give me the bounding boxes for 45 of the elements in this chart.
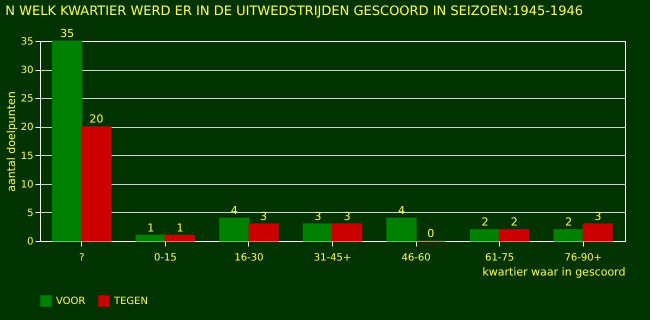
bar [582, 223, 613, 242]
legend-label: VOOR [56, 296, 86, 307]
data-label: 2 [482, 216, 489, 229]
y-tick-label: 20 [20, 122, 34, 134]
data-label: 0 [427, 227, 434, 240]
y-tick-label: 5 [27, 208, 34, 219]
x-tick-label: 16-30 [234, 252, 264, 264]
y-tick-label: 15 [20, 150, 34, 162]
x-tick-label: 46-60 [402, 252, 431, 264]
legend-label: TEGEN [113, 296, 148, 307]
data-label: 3 [260, 210, 268, 223]
bar [499, 229, 530, 242]
data-label: 20 [89, 112, 104, 126]
y-tick-label: 0 [27, 236, 34, 248]
y-tick-label: 30 [20, 65, 34, 76]
bar [81, 126, 112, 242]
bar [248, 223, 279, 242]
data-label: 35 [60, 27, 74, 40]
bar [52, 40, 82, 242]
x-tick-label: 0-15 [154, 252, 177, 264]
x-tick-label: 61-75 [485, 252, 514, 264]
data-label: 3 [344, 210, 351, 223]
data-label: 1 [147, 221, 154, 234]
bar [553, 229, 584, 242]
data-label: 1 [176, 221, 184, 234]
y-tick-label: 35 [20, 36, 34, 48]
y-tick-label: 10 [20, 179, 34, 190]
bar [302, 223, 333, 242]
chart-title: N WELK KWARTIER WERD ER IN DE UITWEDSTRIJDEN GESCOORD IN SEIZOEN:1945-1946 [5, 4, 584, 19]
bar [164, 234, 196, 242]
bar [136, 234, 166, 242]
data-label: 3 [314, 210, 322, 223]
bar [470, 229, 500, 242]
bar [332, 223, 362, 242]
x-tick-label: ? [79, 252, 84, 264]
y-axis-title: aantal doelpunten [4, 91, 18, 192]
data-label: 2 [510, 216, 518, 229]
bar [386, 218, 417, 242]
data-label: 2 [565, 216, 572, 229]
x-tick-label: 76-90+ [564, 252, 602, 264]
x-axis-title: kwartier waar in gescoord [482, 266, 626, 278]
data-label: 3 [594, 210, 602, 223]
y-tick-label: 25 [20, 94, 34, 105]
bar [219, 218, 250, 242]
x-tick-label: 31-45+ [314, 252, 352, 264]
